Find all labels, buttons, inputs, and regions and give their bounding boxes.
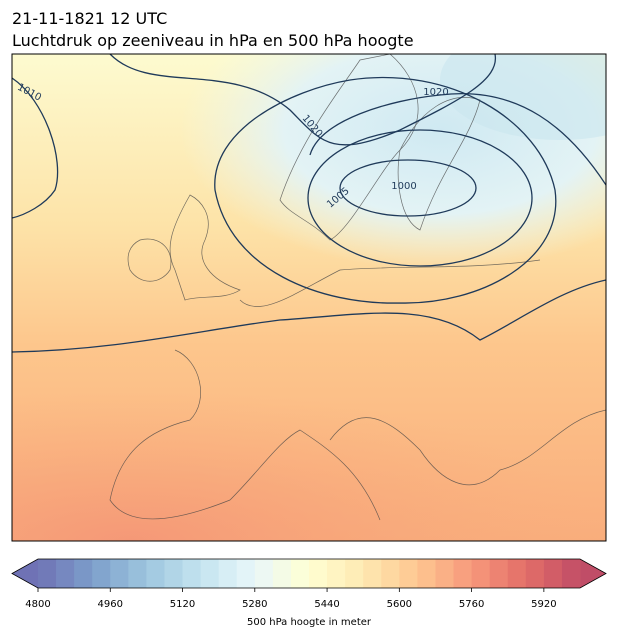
colorbar-segment [110, 559, 129, 588]
colorbar-segment [363, 559, 382, 588]
map: 1010 1020 1020 1005 1000 [12, 54, 606, 541]
colorbar-segment [525, 559, 545, 588]
colorbar-segment [236, 559, 256, 588]
colorbar-segment [290, 559, 310, 588]
colorbar-tick-label: 5600 [387, 599, 412, 610]
colorbar-tick-label: 5120 [170, 599, 195, 610]
colorbar-segment [92, 559, 111, 588]
colorbar-segment [327, 559, 346, 588]
colorbar-segment [272, 559, 292, 588]
colorbar-outline [11, 558, 607, 589]
colorbar-tick-label: 4800 [25, 599, 50, 610]
title: Luchtdruk op zeeniveau in hPa en 500 hPa… [12, 31, 414, 50]
colorbar-tick-label: 4960 [98, 599, 123, 610]
colorbar-extend [12, 559, 38, 588]
colorbar-segment [146, 559, 165, 588]
colorbar-tick-label: 5440 [314, 599, 339, 610]
colorbar-segment [38, 559, 57, 588]
colorbar-segment [417, 559, 436, 588]
isobar-label: 1000 [391, 181, 416, 192]
colorbar-segment [543, 559, 563, 588]
date: 21-11-1821 12 UTC [12, 9, 167, 28]
colorbar-segment [435, 559, 455, 588]
colorbar-segment [128, 559, 147, 588]
colorbar-segment [200, 559, 220, 588]
colorbar-label: 500 hPa hoogte in meter [247, 617, 372, 628]
colorbar-segment [254, 559, 274, 588]
colorbar-segment [345, 559, 364, 588]
colorbar-segment [56, 559, 75, 588]
map-frame [11, 53, 607, 542]
isobar-label: 1020 [423, 87, 448, 98]
colorbar-segment [561, 559, 581, 588]
colorbar: 4800 4960 5120 5280 5440 5600 5760 5920 [11, 558, 607, 610]
colorbar-segment [453, 559, 473, 588]
colorbar-segment [507, 559, 527, 588]
colorbar-segment [309, 559, 328, 588]
colorbar-segment [218, 559, 238, 588]
colorbar-segment [399, 559, 418, 588]
colorbar-tick-label: 5280 [242, 599, 267, 610]
colorbar-segment [471, 559, 491, 588]
colorbar-tick-label: 5920 [531, 599, 556, 610]
colorbar-segment [381, 559, 400, 588]
colorbar-segment [164, 559, 184, 588]
colorbar-segment [182, 559, 202, 588]
colorbar-segment [489, 559, 509, 588]
colorbar-segment [74, 559, 93, 588]
colorbar-tick-label: 5760 [459, 599, 484, 610]
colorbar-extend [580, 559, 606, 588]
